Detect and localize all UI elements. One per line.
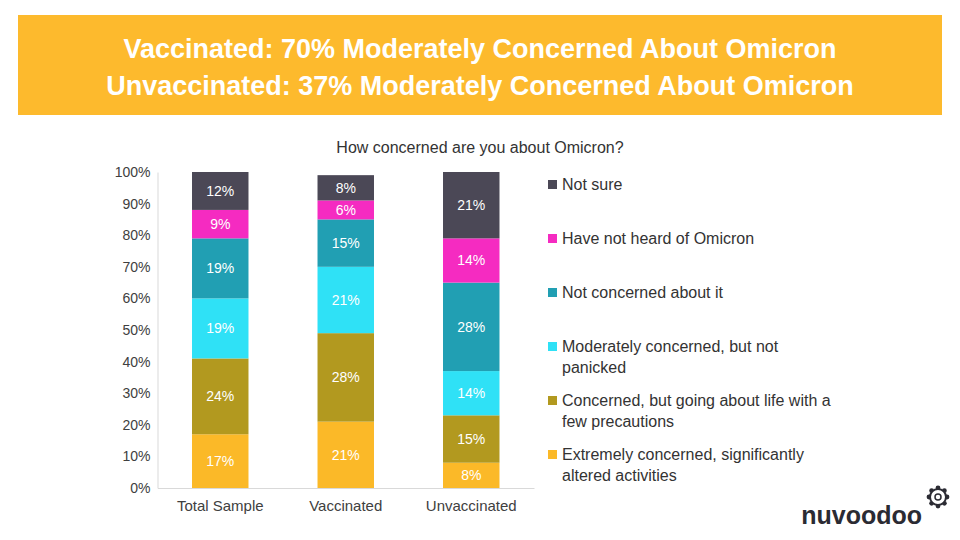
bar-segment <box>443 415 499 462</box>
y-tick-label: 10% <box>122 448 150 464</box>
legend-swatch <box>548 396 557 405</box>
data-label: 12% <box>206 183 234 199</box>
bar-segment <box>192 434 248 488</box>
y-tick-label: 60% <box>122 290 150 306</box>
bar-segment <box>318 200 374 219</box>
bar-segment <box>443 283 499 371</box>
y-tick: 70% <box>122 259 157 275</box>
bar-segment <box>192 358 248 434</box>
legend-swatch <box>548 450 557 459</box>
bar-segment <box>443 172 499 238</box>
data-label: 21% <box>332 447 360 463</box>
legend-swatch <box>548 234 557 243</box>
data-label: 6% <box>336 202 356 218</box>
data-labels: 17% 21% 8% 24% 28% 15% 19% 21% 14% 19% 15% 28% 9% 6% 1… <box>206 180 485 484</box>
data-label: 14% <box>457 252 485 268</box>
x-tick-label: Vaccinated <box>309 497 382 514</box>
bar-segment <box>318 267 374 333</box>
x-tick: Total Sample <box>177 488 264 514</box>
data-label: 24% <box>206 388 234 404</box>
y-tick: 10% <box>122 448 157 464</box>
chart-svg: Vaccinated: 70% Moderately Concerned Abo… <box>0 0 960 540</box>
bar-segment <box>443 238 499 282</box>
legend-label: Not sure <box>562 176 623 193</box>
bar-segment <box>318 175 374 200</box>
bar-segment <box>443 371 499 415</box>
legend-label: Concerned, but going about life with afe… <box>562 392 831 430</box>
y-tick: 80% <box>122 227 157 243</box>
chart-container: Vaccinated: 70% Moderately Concerned Abo… <box>0 0 960 540</box>
y-tick: 0% <box>130 480 157 496</box>
logo-icon-hub <box>935 494 941 500</box>
data-label: 15% <box>332 235 360 251</box>
y-tick: 100% <box>115 164 158 180</box>
y-tick: 60% <box>122 290 157 306</box>
data-label: 8% <box>461 467 481 483</box>
logo-text: nuvoodoo <box>801 501 922 529</box>
x-tick: Vaccinated <box>309 488 382 514</box>
data-label: 28% <box>457 319 485 335</box>
title-banner <box>18 15 942 115</box>
title: Unvaccinated: 37% Moderately Concerned A… <box>106 71 854 101</box>
legend: Not sure Have not heard of Omicron Not con… <box>548 176 831 484</box>
legend-label: Moderately concerned, but notpanicked <box>562 338 779 376</box>
logo-icon-ring <box>930 489 946 505</box>
bar-segment <box>192 238 248 298</box>
bar-segment <box>192 298 248 358</box>
legend-swatch <box>548 342 557 351</box>
y-tick: 40% <box>122 354 157 370</box>
subtitle: How concerned are you about Omicron? <box>336 139 623 156</box>
legend-label: Not concerned about it <box>562 284 724 301</box>
y-axis: 0% 10% 20% 30% 40% 50% 60% 70% 80% 90% 100% <box>115 164 158 496</box>
data-label: 14% <box>457 385 485 401</box>
legend-label: Have not heard of Omicron <box>562 230 754 247</box>
data-label: 8% <box>336 180 356 196</box>
title: Vaccinated: 70% Moderately Concerned Abo… <box>123 34 836 64</box>
y-tick-label: 80% <box>122 227 150 243</box>
x-axis-line <box>158 488 535 489</box>
legend-swatch <box>548 288 557 297</box>
bar-segment <box>318 219 374 266</box>
bar-segment <box>318 422 374 488</box>
bar-segment <box>318 333 374 421</box>
x-axis: Total Sample Vaccinated Unvaccinated <box>158 488 535 514</box>
data-label: 19% <box>206 320 234 336</box>
y-tick: 90% <box>122 196 157 212</box>
data-label: 21% <box>332 292 360 308</box>
y-tick: 50% <box>122 322 157 338</box>
bar-segment <box>192 172 248 210</box>
bar-segment <box>192 210 248 238</box>
y-axis-line <box>158 173 159 489</box>
y-tick-label: 100% <box>115 164 151 180</box>
y-tick-label: 40% <box>122 354 150 370</box>
data-label: 21% <box>457 197 485 213</box>
data-label: 9% <box>210 216 230 232</box>
x-tick-label: Total Sample <box>177 497 264 514</box>
y-tick-label: 30% <box>122 385 150 401</box>
bars <box>192 172 499 488</box>
y-tick-label: 50% <box>122 322 150 338</box>
data-label: 28% <box>332 369 360 385</box>
y-tick-label: 0% <box>130 480 150 496</box>
bar-segment <box>443 463 499 488</box>
y-tick: 20% <box>122 417 157 433</box>
data-label: 17% <box>206 453 234 469</box>
x-tick: Unvaccinated <box>426 488 517 514</box>
y-tick: 30% <box>122 385 157 401</box>
y-tick-label: 90% <box>122 196 150 212</box>
legend-label: Extremely concerned, significantlyaltere… <box>562 446 804 484</box>
legend-swatch <box>548 180 557 189</box>
y-tick-label: 70% <box>122 259 150 275</box>
data-label: 15% <box>457 431 485 447</box>
logo-icon <box>927 486 950 509</box>
x-tick-label: Unvaccinated <box>426 497 517 514</box>
y-tick-label: 20% <box>122 417 150 433</box>
data-label: 19% <box>206 260 234 276</box>
